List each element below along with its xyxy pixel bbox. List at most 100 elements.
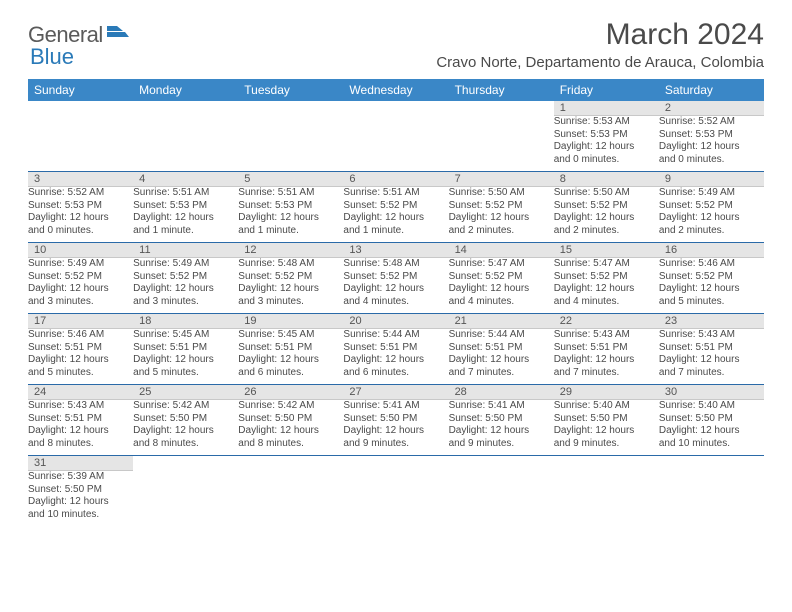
sunset-text: Sunset: 5:52 PM bbox=[449, 271, 554, 284]
sunrise-text: Sunrise: 5:44 AM bbox=[449, 329, 554, 342]
day-number-row: 12 bbox=[28, 101, 764, 116]
day-number-row: 17181920212223 bbox=[28, 314, 764, 329]
calendar-page: General March 2024 Blue Cravo Norte, Dep… bbox=[0, 0, 792, 537]
day-detail-cell bbox=[133, 116, 238, 172]
sunset-text: Sunset: 5:52 PM bbox=[133, 271, 238, 284]
daylight-text-2: and 1 minute. bbox=[343, 225, 448, 238]
day-number-cell: 2 bbox=[659, 101, 764, 116]
day-number-cell bbox=[659, 456, 764, 471]
day-detail-row: Sunrise: 5:39 AMSunset: 5:50 PMDaylight:… bbox=[28, 471, 764, 527]
location-subtitle: Cravo Norte, Departamento de Arauca, Col… bbox=[28, 54, 764, 71]
daylight-text-1: Daylight: 12 hours bbox=[133, 425, 238, 438]
day-detail-cell bbox=[554, 471, 659, 527]
daylight-text-2: and 5 minutes. bbox=[28, 367, 133, 380]
daylight-text-1: Daylight: 12 hours bbox=[343, 283, 448, 296]
sunset-text: Sunset: 5:51 PM bbox=[238, 342, 343, 355]
calendar-body: 12Sunrise: 5:53 AMSunset: 5:53 PMDayligh… bbox=[28, 101, 764, 527]
sunset-text: Sunset: 5:52 PM bbox=[659, 200, 764, 213]
day-number-cell: 18 bbox=[133, 314, 238, 329]
daylight-text-2: and 6 minutes. bbox=[343, 367, 448, 380]
header: General March 2024 bbox=[28, 18, 764, 52]
day-number-cell: 14 bbox=[449, 243, 554, 258]
sunset-text: Sunset: 5:50 PM bbox=[133, 413, 238, 426]
sunrise-text: Sunrise: 5:50 AM bbox=[449, 187, 554, 200]
day-detail-row: Sunrise: 5:49 AMSunset: 5:52 PMDaylight:… bbox=[28, 258, 764, 314]
sunset-text: Sunset: 5:52 PM bbox=[343, 271, 448, 284]
daylight-text-2: and 5 minutes. bbox=[133, 367, 238, 380]
day-number-cell: 29 bbox=[554, 385, 659, 400]
sunrise-text: Sunrise: 5:43 AM bbox=[659, 329, 764, 342]
day-detail-cell: Sunrise: 5:48 AMSunset: 5:52 PMDaylight:… bbox=[238, 258, 343, 314]
daylight-text-2: and 1 minute. bbox=[238, 225, 343, 238]
daylight-text-1: Daylight: 12 hours bbox=[659, 141, 764, 154]
day-number-cell: 8 bbox=[554, 172, 659, 187]
day-number-cell: 1 bbox=[554, 101, 659, 116]
sunrise-text: Sunrise: 5:51 AM bbox=[133, 187, 238, 200]
day-number-cell: 12 bbox=[238, 243, 343, 258]
daylight-text-2: and 1 minute. bbox=[133, 225, 238, 238]
sunrise-text: Sunrise: 5:51 AM bbox=[343, 187, 448, 200]
day-detail-cell: Sunrise: 5:48 AMSunset: 5:52 PMDaylight:… bbox=[343, 258, 448, 314]
day-number-cell bbox=[238, 101, 343, 116]
daylight-text-1: Daylight: 12 hours bbox=[554, 212, 659, 225]
day-detail-cell bbox=[449, 471, 554, 527]
sunset-text: Sunset: 5:51 PM bbox=[554, 342, 659, 355]
sunset-text: Sunset: 5:51 PM bbox=[343, 342, 448, 355]
day-detail-cell: Sunrise: 5:46 AMSunset: 5:52 PMDaylight:… bbox=[659, 258, 764, 314]
sunset-text: Sunset: 5:50 PM bbox=[343, 413, 448, 426]
logo-blue-text: Blue bbox=[30, 44, 74, 70]
daylight-text-1: Daylight: 12 hours bbox=[449, 212, 554, 225]
sunrise-text: Sunrise: 5:48 AM bbox=[343, 258, 448, 271]
day-number-cell: 31 bbox=[28, 456, 133, 471]
daylight-text-2: and 4 minutes. bbox=[554, 296, 659, 309]
daylight-text-1: Daylight: 12 hours bbox=[28, 354, 133, 367]
daylight-text-1: Daylight: 12 hours bbox=[28, 212, 133, 225]
day-detail-cell: Sunrise: 5:52 AMSunset: 5:53 PMDaylight:… bbox=[659, 116, 764, 172]
day-number-cell: 10 bbox=[28, 243, 133, 258]
daylight-text-2: and 7 minutes. bbox=[449, 367, 554, 380]
daylight-text-2: and 3 minutes. bbox=[28, 296, 133, 309]
daylight-text-1: Daylight: 12 hours bbox=[238, 425, 343, 438]
day-number-cell: 5 bbox=[238, 172, 343, 187]
logo-flag-icon bbox=[105, 22, 129, 48]
day-number-cell: 4 bbox=[133, 172, 238, 187]
daylight-text-1: Daylight: 12 hours bbox=[449, 425, 554, 438]
day-detail-cell: Sunrise: 5:52 AMSunset: 5:53 PMDaylight:… bbox=[28, 187, 133, 243]
daylight-text-2: and 4 minutes. bbox=[343, 296, 448, 309]
daylight-text-2: and 8 minutes. bbox=[238, 438, 343, 451]
day-detail-cell: Sunrise: 5:44 AMSunset: 5:51 PMDaylight:… bbox=[343, 329, 448, 385]
daylight-text-1: Daylight: 12 hours bbox=[554, 141, 659, 154]
sunset-text: Sunset: 5:53 PM bbox=[659, 129, 764, 142]
sunrise-text: Sunrise: 5:47 AM bbox=[449, 258, 554, 271]
daylight-text-1: Daylight: 12 hours bbox=[343, 425, 448, 438]
sunrise-text: Sunrise: 5:43 AM bbox=[28, 400, 133, 413]
sunrise-text: Sunrise: 5:41 AM bbox=[343, 400, 448, 413]
day-number-cell bbox=[343, 101, 448, 116]
day-number-cell bbox=[133, 456, 238, 471]
day-number-cell: 28 bbox=[449, 385, 554, 400]
sunset-text: Sunset: 5:50 PM bbox=[554, 413, 659, 426]
daylight-text-2: and 9 minutes. bbox=[343, 438, 448, 451]
sunset-text: Sunset: 5:52 PM bbox=[238, 271, 343, 284]
daylight-text-2: and 5 minutes. bbox=[659, 296, 764, 309]
day-number-cell: 13 bbox=[343, 243, 448, 258]
day-detail-cell: Sunrise: 5:45 AMSunset: 5:51 PMDaylight:… bbox=[133, 329, 238, 385]
day-detail-cell: Sunrise: 5:43 AMSunset: 5:51 PMDaylight:… bbox=[554, 329, 659, 385]
weekday-header: Monday bbox=[133, 79, 238, 101]
day-number-cell: 3 bbox=[28, 172, 133, 187]
weekday-header-row: Sunday Monday Tuesday Wednesday Thursday… bbox=[28, 79, 764, 101]
daylight-text-1: Daylight: 12 hours bbox=[659, 283, 764, 296]
daylight-text-2: and 8 minutes. bbox=[28, 438, 133, 451]
sunrise-text: Sunrise: 5:42 AM bbox=[133, 400, 238, 413]
daylight-text-1: Daylight: 12 hours bbox=[659, 425, 764, 438]
daylight-text-2: and 8 minutes. bbox=[133, 438, 238, 451]
day-detail-cell: Sunrise: 5:43 AMSunset: 5:51 PMDaylight:… bbox=[28, 400, 133, 456]
daylight-text-2: and 2 minutes. bbox=[554, 225, 659, 238]
daylight-text-1: Daylight: 12 hours bbox=[449, 354, 554, 367]
day-number-cell: 22 bbox=[554, 314, 659, 329]
day-number-cell bbox=[28, 101, 133, 116]
sunset-text: Sunset: 5:51 PM bbox=[133, 342, 238, 355]
day-detail-cell bbox=[659, 471, 764, 527]
weekday-header: Tuesday bbox=[238, 79, 343, 101]
day-number-cell: 24 bbox=[28, 385, 133, 400]
